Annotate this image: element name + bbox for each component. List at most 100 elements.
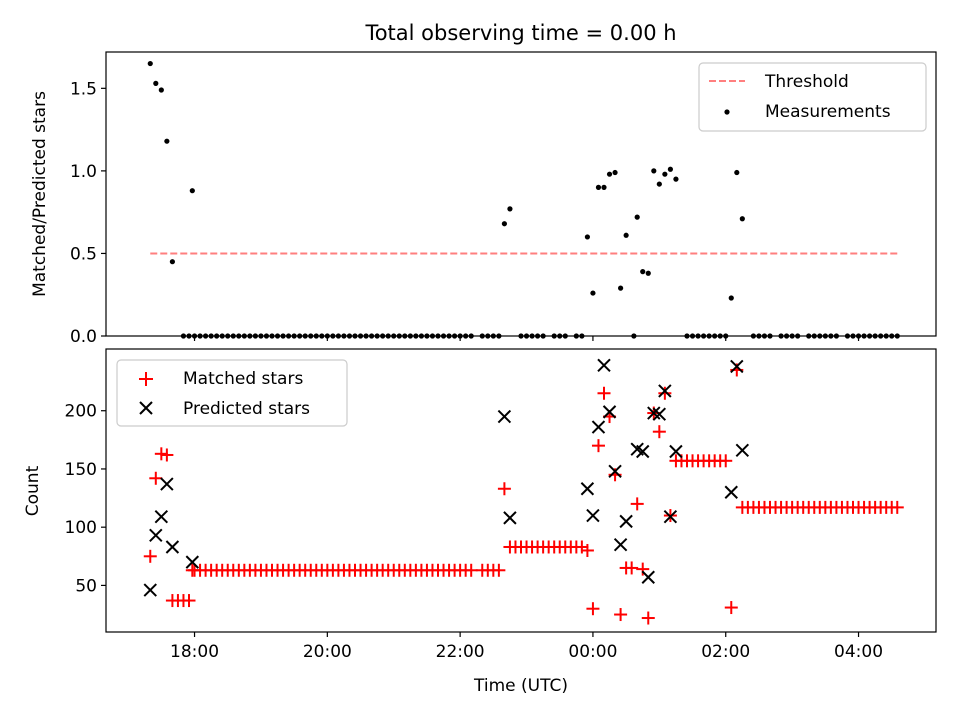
measurement-point xyxy=(784,333,790,339)
measurement-point xyxy=(468,333,474,339)
bottom-legend-box xyxy=(116,359,348,427)
measurement-point xyxy=(634,214,640,220)
measurement-point xyxy=(225,333,231,339)
measurement-point xyxy=(297,333,303,339)
measurement-point xyxy=(844,333,851,339)
predicted-star-point xyxy=(503,511,517,525)
matched-star-point xyxy=(636,562,650,576)
measurement-point xyxy=(761,333,768,339)
legend-measurements-swatch xyxy=(724,109,730,115)
measurement-point xyxy=(153,80,159,86)
measurement-point xyxy=(164,138,170,144)
predicted-star-point xyxy=(602,405,617,419)
matched-star-point xyxy=(652,425,666,439)
predicted-star-point xyxy=(143,583,157,597)
x-axis-title: Time (UTC) xyxy=(473,676,568,696)
x-tick-label: 22:00 xyxy=(436,642,485,662)
measurement-point xyxy=(391,333,397,339)
measurement-point xyxy=(501,221,507,227)
x-tick-label: 20:00 xyxy=(303,642,352,662)
measurement-point xyxy=(618,285,624,291)
measurement-point xyxy=(407,333,413,339)
measurement-point xyxy=(645,270,651,276)
measurement-point xyxy=(535,333,541,339)
measurement-point xyxy=(778,333,784,339)
measurement-point xyxy=(623,232,629,238)
measurement-point xyxy=(440,333,447,339)
measurement-point xyxy=(656,181,662,187)
matched-star-point xyxy=(497,482,511,496)
measurement-point xyxy=(717,333,723,339)
matched-star-point xyxy=(890,500,904,514)
bottom-y-axis-title: Count xyxy=(23,465,43,516)
chart-title: Total observing time = 0.00 h xyxy=(364,21,676,45)
measurement-point xyxy=(147,60,153,67)
matched-star-point xyxy=(630,497,644,511)
measurement-point xyxy=(341,333,347,339)
predicted-star-point xyxy=(149,528,163,543)
x-tick-label: 18:00 xyxy=(170,642,219,662)
measurement-point xyxy=(236,333,242,339)
measurement-point xyxy=(180,333,187,339)
measurement-point xyxy=(789,333,795,339)
measurement-point xyxy=(529,333,535,339)
x-tick-label: 04:00 xyxy=(834,642,883,662)
predicted-star-point xyxy=(641,570,655,584)
top-panel: Matched/Predicted stars 0.0 0.5 1.0 1.5 Thr… xyxy=(30,51,937,347)
matched-star-point xyxy=(580,543,594,557)
measurement-point xyxy=(490,333,496,339)
matched-star-point xyxy=(625,561,639,575)
measurement-point xyxy=(612,169,618,176)
predicted-star-point xyxy=(597,358,611,373)
measurement-point xyxy=(485,333,491,339)
measurement-point xyxy=(291,333,297,339)
top-y-tick-label: 0.5 xyxy=(70,244,97,264)
matched-star-point xyxy=(160,448,174,462)
bottom-y-ticks: 50 100 150 200 xyxy=(65,402,106,596)
measurement-point xyxy=(158,87,164,93)
measurement-point xyxy=(457,333,463,339)
measurement-point xyxy=(723,333,729,339)
predicted-star-point xyxy=(497,409,512,424)
predicted-star-point xyxy=(735,443,750,458)
legend-measurements-label: Measurements xyxy=(765,102,891,122)
bottom-y-tick-label: 50 xyxy=(75,576,97,596)
measurement-point xyxy=(894,333,900,339)
measurement-point xyxy=(363,333,369,339)
measurement-point xyxy=(689,333,696,339)
measurement-point xyxy=(684,333,690,339)
measurement-point xyxy=(878,333,884,339)
measurement-point xyxy=(667,166,674,172)
measurement-point xyxy=(651,168,657,174)
predicted-star-point xyxy=(613,537,628,552)
measurement-point xyxy=(855,333,862,339)
measurement-point xyxy=(867,333,873,339)
top-legend-box xyxy=(698,62,927,132)
measurement-point xyxy=(357,333,364,339)
bottom-x-ticks: 18:00 20:00 22:00 00:00 02:00 04:00 xyxy=(170,632,883,662)
predicted-star-point xyxy=(165,540,180,554)
measurement-point xyxy=(518,333,524,339)
predicted-star-point xyxy=(185,555,200,569)
predicted-star-point xyxy=(154,509,169,524)
measurement-point xyxy=(247,333,253,339)
measurement-point xyxy=(673,176,679,182)
predicted-star-point xyxy=(619,514,633,529)
measurement-point xyxy=(402,333,408,339)
measurement-point xyxy=(280,333,286,339)
measurement-point xyxy=(446,333,452,339)
measurement-point xyxy=(883,333,889,339)
bottom-y-tick-label: 100 xyxy=(65,518,97,538)
measurement-point xyxy=(701,333,707,339)
measurement-point xyxy=(424,333,430,339)
measurement-point xyxy=(811,333,817,339)
measurement-point xyxy=(872,333,878,339)
predicted-star-point xyxy=(663,509,678,524)
legend-predicted-label: Predicted stars xyxy=(183,399,310,419)
predicted-star-point xyxy=(724,485,738,499)
measurement-point xyxy=(889,333,895,339)
matched-star-point xyxy=(641,611,655,625)
measurement-point xyxy=(662,171,668,177)
measurement-point xyxy=(590,290,596,296)
bottom-y-tick-label: 200 xyxy=(65,402,97,422)
